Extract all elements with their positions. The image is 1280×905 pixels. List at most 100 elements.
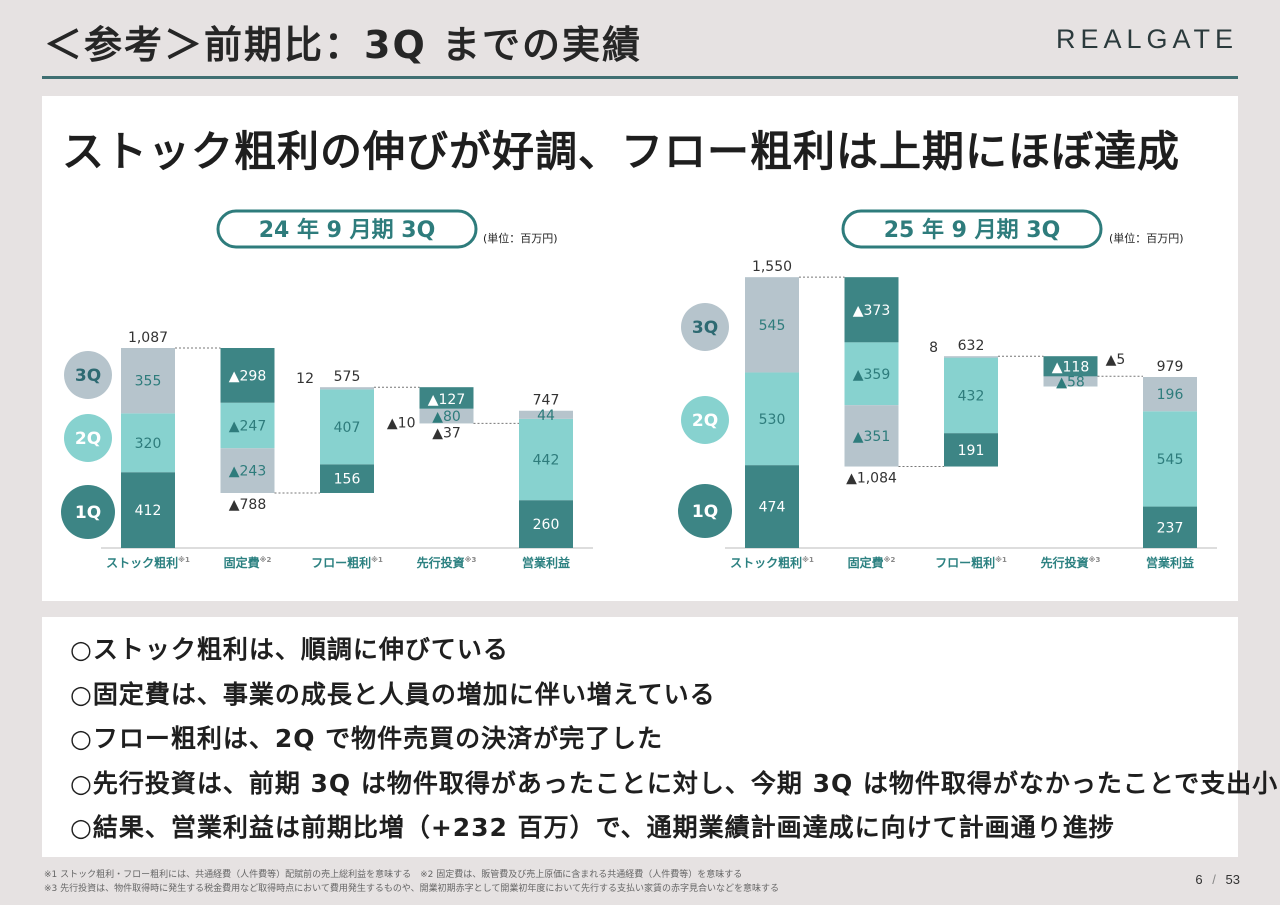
chart2-total-5: 979 [1157, 359, 1184, 375]
chart1-category-note-4: ※3 [465, 555, 477, 564]
chart2-quarter-1q: 1Q [692, 502, 718, 522]
chart2-circle-3q [681, 303, 729, 351]
chart2-total-2: ▲1,084 [846, 471, 897, 487]
summary-list: ○ストック粗利は、順調に伸びている ○固定費は、事業の成長と人員の増加に伴い増え… [70, 628, 1278, 851]
footnote-2: ※3 先行投資は、物件取得時に発生する税金費用など取得時点において費用発生するも… [44, 884, 780, 894]
chart2-title: 25 年 9 月期 3Q [884, 217, 1061, 243]
chart2-category-1: ストック粗利※1 [730, 555, 814, 570]
chart2-category-note-4: ※3 [1089, 555, 1101, 564]
chart1-category-3: フロー粗利※1 [311, 555, 383, 570]
chart1-quarter-2q: 2Q [75, 429, 101, 449]
chart1-circle-2q [64, 414, 112, 462]
chart2-circle-2q [681, 396, 729, 444]
chart1-circle-3q [64, 351, 112, 399]
chart2-category-2: 固定費※2 [848, 555, 896, 570]
chart1-value-1-q1: 412 [135, 503, 162, 519]
waterfall-charts: 24 年 9 月期 3Q (単位：百万円) 3Q 2Q 1Q 412 320 355 1,087… [61, 209, 1217, 570]
chart1-value-3-q1: 156 [334, 472, 361, 488]
chart1-bar-3-q1 [320, 464, 374, 493]
chart2-circle-1q [678, 484, 732, 538]
bullet-investment: ○先行投資は、前期 3Q は物件取得があったことに対し、今期 3Q は物件取得が… [70, 768, 1279, 798]
chart2-category-3: フロー粗利※1 [935, 555, 1007, 570]
chart2-bar-5-q1 [1143, 506, 1197, 548]
bullet-flow: ○フロー粗利は、2Q で物件売買の決済が完了した [70, 724, 664, 753]
chart2-bar-4-q1 [1043, 356, 1098, 377]
bullet-stock: ○ストック粗利は、順調に伸びている [70, 635, 509, 664]
title-divider [42, 76, 1238, 79]
chart1-value-1-q3: 355 [135, 374, 162, 390]
chart1-unit: (単位：百万円) [483, 231, 558, 245]
chart1-bar-1-q1 [121, 472, 175, 548]
chart1-category-4: 先行投資※3 [417, 555, 477, 570]
chart1-bar-5-q2 [519, 418, 573, 501]
chart1-title: 24 年 9 月期 3Q [259, 217, 436, 243]
chart2-quarter-2q: 2Q [692, 411, 718, 431]
chart2-value-4-q3: ▲58 [1056, 374, 1085, 390]
page-total: 53 [1225, 872, 1240, 887]
chart2-value-2-q2: ▲359 [853, 367, 891, 383]
chart1-bar-2-q1 [220, 348, 275, 403]
bullet-result: ○結果、営業利益は前期比増（+232 百万）で、通期業績計画達成に向けて計画通り… [70, 813, 1115, 842]
chart2-bar-5-q2 [1143, 411, 1197, 507]
chart1-bar-5-q1 [519, 500, 573, 548]
chart1-bar-4-q1 [419, 387, 474, 411]
chart1-value-2-q1: ▲298 [229, 368, 267, 384]
chart1-value-4-q2: ▲37 [432, 425, 461, 441]
chart2-total-1: 1,550 [752, 259, 792, 275]
chart2-bar-2-q2 [844, 342, 899, 406]
chart2-value-5-q2: 545 [1157, 452, 1184, 468]
chart2-value-2-q3: ▲351 [853, 429, 891, 445]
chart1-quarter-3q: 3Q [75, 366, 101, 386]
chart1-bar-1-q2 [121, 413, 175, 473]
chart2-value-1-q3: 545 [759, 318, 786, 334]
chart1-value-2-q2: ▲247 [229, 419, 267, 435]
chart1-quarter-1q: 1Q [75, 503, 101, 523]
chart2-quarter-3q: 3Q [692, 318, 718, 338]
chart2-bar-4-q3 [1043, 376, 1098, 387]
chart1-side-4: ▲10 [387, 415, 416, 431]
chart2-value-3-q1: 191 [958, 443, 985, 459]
company-logo: REALGATE [1055, 24, 1238, 54]
chart1-circle-1q [61, 485, 115, 539]
chart1-bar-2-q2 [220, 402, 275, 449]
chart2-category-5: 営業利益 [1146, 555, 1194, 570]
chart1-value-1-q2: 320 [135, 436, 162, 452]
chart1-bar-4-q3 [419, 408, 474, 424]
chart1-bar-1-q3 [121, 348, 175, 414]
chart2-side-4: ▲5 [1106, 352, 1126, 368]
chart2-bar-3-q2 [944, 357, 998, 434]
chart2-total-3: 632 [958, 338, 985, 354]
chart2-bar-1-q2 [745, 372, 799, 466]
chart1-bar-2-q3 [220, 448, 275, 493]
chart1-value-5-q1: 260 [533, 517, 560, 533]
chart2-bar-1-q3 [745, 277, 799, 373]
chart1-value-5-q3: 44 [537, 408, 555, 424]
chart2-value-3-q2: 432 [958, 388, 985, 404]
chart2-bar-3-q3 [944, 356, 998, 358]
chart2-bar-3-q1 [944, 433, 998, 467]
chart1-total-3: 575 [334, 369, 361, 385]
chart2-value-5-q1: 237 [1157, 520, 1184, 536]
chart2-value-5-q3: 196 [1157, 387, 1184, 403]
chart2-bar-2-q1 [844, 277, 899, 343]
bullet-fixed-cost: ○固定費は、事業の成長と人員の増加に伴い増えている [70, 679, 716, 709]
chart1-value-4-q3: ▲80 [432, 409, 461, 425]
chart2-bar-1-q1 [745, 465, 799, 548]
page-current: 6 [1195, 872, 1203, 887]
chart1-value-3-q3: 12 [296, 371, 314, 387]
chart1-total-1: 1,087 [128, 330, 168, 346]
page-title: ＜参考＞前期比：3Q までの実績 [44, 23, 642, 67]
chart2-value-1-q2: 530 [759, 412, 786, 428]
chart1-category-note-2: ※2 [260, 555, 272, 564]
chart1-title-pill [216, 209, 478, 249]
chart2-bar-5-q3 [1143, 377, 1197, 412]
chart1-value-2-q3: ▲243 [229, 464, 267, 480]
chart2-value-4-q1: ▲118 [1052, 360, 1090, 376]
chart1-value-5-q2: 442 [533, 452, 560, 468]
summary-card [42, 617, 1238, 857]
chart2-category-note-2: ※2 [884, 555, 896, 564]
chart2-bar-2-q3 [844, 405, 899, 467]
chart1-bar-5-q3 [519, 410, 573, 419]
chart2-value-2-q1: ▲373 [853, 303, 891, 319]
chart2-title-pill [841, 209, 1103, 249]
